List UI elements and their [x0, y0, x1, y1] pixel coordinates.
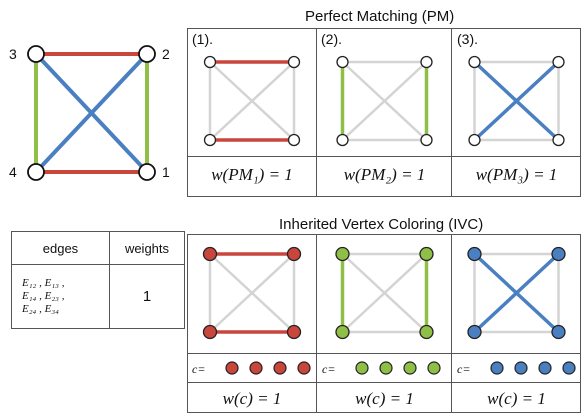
pm-section-title: Perfect Matching (PM) [305, 8, 455, 25]
ivc-vertex-2-0 [335, 246, 350, 262]
vertex-label-3: 3 [9, 46, 17, 62]
pm-vertex-2-2 [336, 133, 349, 147]
pm-vertex-3-0 [468, 55, 481, 69]
ivc-vertex-2-1 [419, 246, 434, 262]
pm-vertex-1-2 [203, 133, 217, 147]
edge-2-4 [34, 52, 149, 174]
ivc-coloring-dot-1-4 [297, 361, 311, 375]
ivc-coloring-dot-1-2 [249, 361, 263, 375]
edge-list-line-3: E₂₄ , E₃₄ [22, 303, 59, 315]
pm-vertex-1-3 [287, 133, 301, 147]
pm-edge-d2-3 [473, 60, 560, 142]
vertex-label-2: 2 [162, 46, 170, 62]
ivc-edge-d2-1 [209, 253, 295, 333]
pm-vertex-2-1 [420, 55, 433, 69]
pm-edge-d2-1 [209, 61, 295, 141]
ivc-vertex-3-3 [551, 324, 566, 340]
ivc-vertex-3-1 [551, 246, 566, 262]
pm-vertex-3-2 [468, 133, 481, 147]
pm-vertex-1-0 [203, 55, 217, 69]
table-header-weights: weights [108, 231, 186, 265]
ivc-coloring-dot-1-3 [273, 361, 287, 375]
table-edge-list: E₁₂ , E₁₃ , E₁₄ , E₂₃ , E₂₄ , E₃₄ [11, 264, 110, 329]
pm-panel-label-2: (2). [321, 31, 342, 47]
ivc-vertex-2-3 [419, 324, 434, 340]
pm-edge-d2-2 [341, 61, 428, 141]
ivc-coloring-dot-2-4 [427, 361, 441, 375]
ivc-vertex-1-0 [202, 246, 218, 262]
edge-weight-table: edges weights E₁₂ , E₁₃ , E₁₄ , E₂₃ , E₂… [11, 231, 186, 329]
ivc-vertex-2-2 [335, 324, 350, 340]
pm-vertex-2-0 [336, 55, 349, 69]
ivc-coloring-label-2: c= [322, 362, 336, 376]
ivc-panels-grid [187, 234, 581, 413]
main-graph [27, 45, 156, 181]
ivc-coloring-label-3: c= [457, 362, 471, 376]
edge-list-line-1: E₁₂ , E₁₃ , [22, 277, 65, 289]
ivc-coloring-dot-2-1 [355, 361, 369, 375]
pm-weight-2: w(PM₂) = 1 [343, 165, 426, 184]
ivc-vertex-3-0 [467, 246, 482, 262]
pm-vertex-3-1 [552, 55, 565, 69]
ivc-coloring-dot-3-4 [562, 361, 576, 375]
ivc-weight-2: w(c) = 1 [355, 389, 414, 408]
edge-list-line-2: E₁₄ , E₂₃ , [22, 290, 65, 302]
table-weight-value: 1 [108, 264, 186, 329]
pm-panel-label-3: (3). [457, 31, 478, 47]
ivc-coloring-dot-2-3 [403, 361, 417, 375]
ivc-coloring-dot-3-1 [490, 361, 504, 375]
vertex-label-4: 4 [9, 164, 17, 180]
vertex-1 [138, 163, 156, 181]
ivc-edge-d2-2 [341, 253, 428, 333]
ivc-coloring-dot-1-1 [225, 361, 239, 375]
vertex-2 [138, 45, 156, 63]
pm-vertex-1-1 [287, 55, 301, 69]
pm-vertex-2-3 [420, 133, 433, 147]
table-header-edges: edges [11, 231, 110, 265]
pm-vertex-3-3 [552, 133, 565, 147]
vertex-label-1: 1 [162, 164, 170, 180]
pm-weight-1: w(PM₁) = 1 [211, 165, 293, 184]
vertex-3 [27, 45, 45, 63]
ivc-coloring-dot-3-2 [514, 361, 528, 375]
vertex-4 [27, 163, 45, 181]
ivc-coloring-dot-3-3 [538, 361, 552, 375]
ivc-vertex-1-2 [202, 324, 218, 340]
ivc-vertex-1-3 [286, 324, 302, 340]
pm-weight-3: w(PM₃) = 1 [475, 165, 558, 184]
ivc-vertex-1-1 [286, 246, 302, 262]
ivc-section-title: Inherited Vertex Coloring (IVC) [279, 216, 484, 233]
ivc-weight-3: w(c) = 1 [487, 389, 546, 408]
ivc-coloring-dot-2-2 [379, 361, 393, 375]
pm-panels-grid [187, 28, 581, 197]
ivc-coloring-label-1: c= [192, 362, 206, 376]
ivc-edge-d2-3 [473, 252, 560, 334]
pm-panel-label-1: (1). [192, 31, 213, 47]
ivc-vertex-3-2 [467, 324, 482, 340]
ivc-weight-1: w(c) = 1 [222, 389, 282, 408]
